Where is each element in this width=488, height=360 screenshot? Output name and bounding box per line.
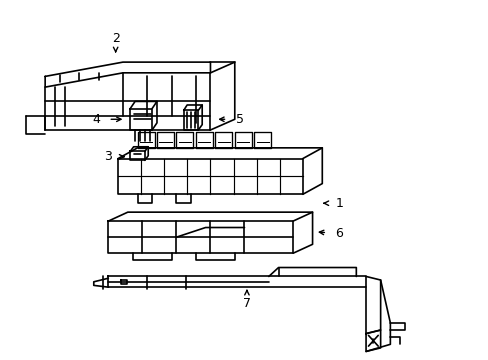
Text: 3: 3 — [104, 150, 112, 163]
Text: 4: 4 — [92, 113, 100, 126]
Text: 1: 1 — [335, 197, 343, 210]
Text: 6: 6 — [335, 227, 343, 240]
Text: 7: 7 — [243, 297, 250, 310]
Text: 2: 2 — [111, 32, 120, 45]
Text: 5: 5 — [235, 113, 243, 126]
